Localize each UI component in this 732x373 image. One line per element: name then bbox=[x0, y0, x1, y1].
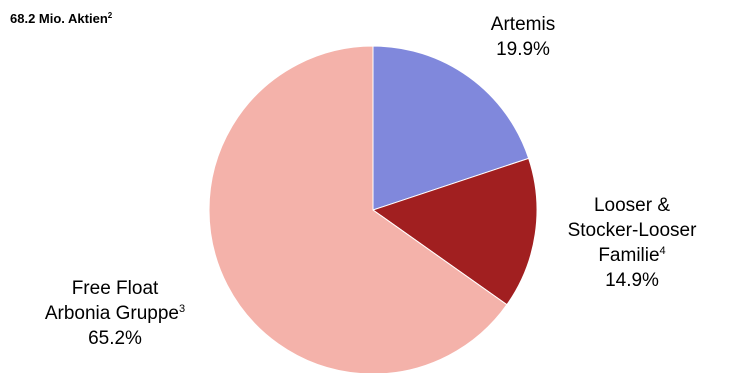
label-artemis-name: Artemis bbox=[490, 14, 556, 35]
label-free-float: Free Float Arbonia Gruppe3 65.2% bbox=[20, 276, 210, 351]
slice-free-float bbox=[208, 45, 508, 373]
label-looser-line2: Stocker-Looser bbox=[567, 220, 697, 241]
label-free-float-footnote: 3 bbox=[179, 303, 186, 315]
label-artemis: Artemis 19.9% bbox=[453, 12, 593, 62]
label-looser-line1: Looser & bbox=[593, 195, 671, 216]
chart-title: 68.2 Mio. Aktien2 bbox=[10, 11, 113, 26]
label-free-float-line1: Free Float bbox=[71, 278, 159, 299]
label-looser-familie: Looser & Stocker-Looser Familie4 14.9% bbox=[542, 193, 722, 293]
label-looser-line3: Familie4 bbox=[598, 245, 666, 266]
slice-looser-familie bbox=[371, 157, 538, 306]
slice-artemis bbox=[372, 45, 530, 211]
label-looser-value: 14.9% bbox=[605, 270, 659, 291]
label-free-float-value: 65.2% bbox=[88, 328, 142, 349]
label-looser-footnote: 4 bbox=[659, 245, 666, 257]
label-free-float-line2: Arbonia Gruppe3 bbox=[44, 303, 186, 324]
title-footnote: 2 bbox=[107, 11, 113, 20]
label-artemis-value: 19.9% bbox=[496, 39, 550, 60]
